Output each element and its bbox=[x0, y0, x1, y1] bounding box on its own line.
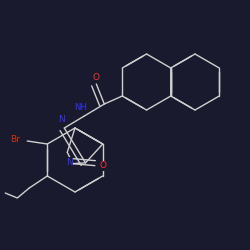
Text: N: N bbox=[58, 116, 65, 124]
Text: Br: Br bbox=[10, 134, 20, 143]
Text: N: N bbox=[66, 158, 73, 167]
Text: NH: NH bbox=[74, 104, 87, 112]
Text: O: O bbox=[100, 161, 106, 170]
Text: O: O bbox=[93, 72, 100, 82]
